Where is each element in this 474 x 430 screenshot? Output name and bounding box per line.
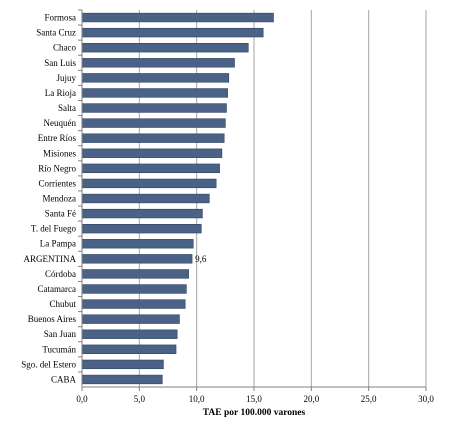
x-tick-label: 15,0 — [246, 394, 262, 404]
x-tick-label: 30,0 — [418, 394, 434, 404]
x-tick-label: 0,0 — [76, 394, 88, 404]
category-label: Sgo. del Estero — [21, 359, 76, 369]
bar — [81, 193, 210, 204]
bar — [81, 178, 217, 189]
category-label: Neuquén — [44, 118, 77, 128]
bar — [81, 148, 223, 158]
x-axis-title: TAE por 100.000 varones — [203, 408, 306, 418]
bar — [81, 73, 230, 83]
category-label: Santa Cruz — [36, 28, 76, 38]
category-label: Corrientes — [39, 178, 77, 188]
category-label: Chubut — [49, 299, 76, 309]
category-label: Córdoba — [45, 269, 76, 279]
category-label: La Pampa — [40, 239, 76, 249]
bar — [81, 88, 228, 98]
bar — [81, 299, 186, 309]
data-label: 9,6 — [195, 254, 207, 264]
category-label: San Juan — [44, 329, 77, 339]
bar — [81, 359, 164, 370]
bar — [81, 103, 227, 113]
bar — [81, 223, 202, 234]
bars — [81, 12, 274, 385]
category-label: Salta — [58, 103, 76, 113]
bar — [81, 314, 180, 324]
bar — [81, 27, 264, 38]
category-label: Formosa — [45, 13, 77, 23]
category-label: Misiones — [43, 148, 77, 158]
bar — [81, 239, 194, 249]
category-label: Mendoza — [43, 194, 77, 204]
bar — [81, 163, 220, 174]
x-tick-labels: 0,0 5,0 10,0 15,0 20,0 25,0 30,0 — [76, 387, 434, 404]
x-tick-label: 5,0 — [134, 394, 146, 404]
data-labels: 9,6 — [195, 254, 207, 264]
category-label: Santa Fé — [45, 209, 76, 219]
gridlines — [138, 10, 427, 387]
bar — [81, 254, 193, 264]
bar — [81, 374, 163, 385]
x-tick-label: 20,0 — [303, 394, 319, 404]
bar — [81, 344, 177, 354]
bar — [81, 329, 178, 339]
bar — [81, 269, 189, 279]
category-label: Río Negro — [38, 163, 76, 173]
category-label: Chaco — [53, 43, 76, 53]
bar — [81, 58, 235, 68]
bar — [81, 133, 225, 143]
bar — [81, 284, 187, 294]
category-label: T. del Fuego — [31, 224, 77, 234]
category-label: Tucumán — [42, 344, 76, 354]
x-tick-label: 10,0 — [189, 394, 205, 404]
category-label: Entre Ríos — [38, 133, 77, 143]
category-label: San Luis — [44, 58, 76, 68]
category-label: Jujuy — [56, 73, 76, 83]
bar — [81, 43, 249, 53]
bar — [81, 208, 203, 219]
category-labels: Formosa Santa Cruz Chaco San Luis Jujuy La Ri… — [21, 9, 82, 384]
category-label: Buenos Aires — [28, 314, 77, 324]
category-label: Catamarca — [38, 284, 76, 294]
category-label: CABA — [51, 374, 77, 384]
bar — [81, 118, 226, 128]
bar — [81, 12, 274, 23]
category-label: ARGENTINA — [24, 254, 77, 264]
category-label: La Rioja — [45, 88, 76, 98]
x-tick-label: 25,0 — [361, 394, 377, 404]
